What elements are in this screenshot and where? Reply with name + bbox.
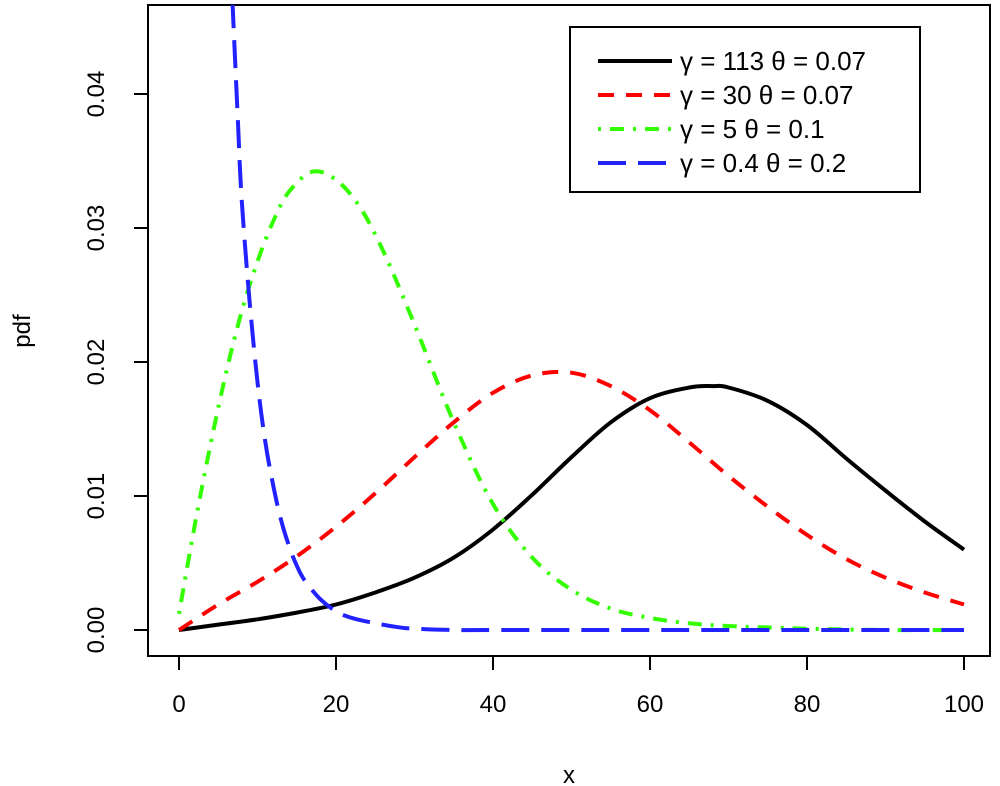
x-tick-label: 80 xyxy=(794,691,821,718)
y-axis: 0.00 0.01 0.02 0.03 0.04 xyxy=(83,71,149,654)
legend-label-1: γ = 113 θ = 0.07 xyxy=(680,46,866,76)
series-lines xyxy=(177,5,966,633)
x-axis: 0 20 40 60 80 100 xyxy=(172,655,984,718)
legend-box xyxy=(569,26,921,193)
y-tick-label: 0.01 xyxy=(83,473,110,520)
y-tick-label: 0.02 xyxy=(83,339,110,386)
x-tick-label: 60 xyxy=(637,691,664,718)
legend-label-2: γ = 30 θ = 0.07 xyxy=(680,80,853,110)
series-line-2 xyxy=(177,369,965,632)
y-axis-title: pdf xyxy=(9,314,36,348)
y-tick-label: 0.00 xyxy=(83,607,110,654)
x-tick-label: 40 xyxy=(480,691,507,718)
x-tick-label: 0 xyxy=(172,691,185,718)
series-line-4 xyxy=(230,5,964,633)
x-tick-label: 20 xyxy=(323,691,350,718)
legend: γ = 113 θ = 0.07 γ = 30 θ = 0.07 γ = 5 θ =… xyxy=(569,26,921,193)
x-tick-label: 100 xyxy=(944,691,984,718)
series-line-3 xyxy=(177,169,965,633)
series-line-1 xyxy=(178,383,966,632)
x-axis-title: x xyxy=(563,762,575,786)
legend-label-3: γ = 5 θ = 0.1 xyxy=(680,114,825,144)
y-tick-label: 0.04 xyxy=(83,71,110,118)
y-tick-label: 0.03 xyxy=(83,205,110,252)
legend-label-4: γ = 0.4 θ = 0.2 xyxy=(680,148,846,178)
